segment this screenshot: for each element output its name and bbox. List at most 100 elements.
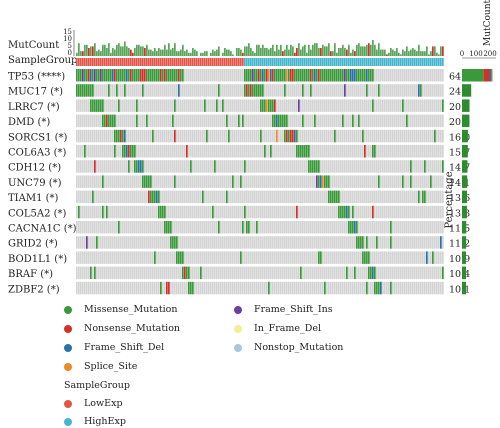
empty-cell [296,236,298,249]
empty-cell [220,236,222,249]
empty-cell [118,84,120,97]
empty-cell [268,84,270,97]
empty-cell [110,221,112,234]
empty-cell [376,251,378,264]
empty-cell [250,129,252,143]
empty-cell [160,175,162,188]
percentage-label: 11.2 [449,239,470,250]
empty-cell [254,145,256,158]
empty-cell [284,205,286,219]
empty-cell [198,99,200,112]
empty-cell [172,84,174,97]
empty-cell [128,221,130,234]
empty-cell [322,281,324,295]
empty-cell [224,129,226,143]
gene-label: COL6A3 (*) [8,148,67,159]
empty-cell [218,205,220,219]
empty-cell [352,190,354,204]
empty-cell [220,129,222,143]
mutcount-bar [128,48,130,56]
empty-cell [192,160,194,173]
mutcount-bar [422,51,424,56]
empty-cell [120,114,122,128]
empty-cell [104,84,106,97]
empty-cell [420,145,422,158]
empty-cell [268,114,270,128]
empty-cell [332,84,334,97]
mutation-cell [202,190,204,204]
empty-cell [180,129,182,143]
mutation-cell [390,221,392,234]
empty-cell [422,236,424,249]
samplegroup-cell [420,58,422,66]
empty-cell [316,281,318,295]
mutcount-bar [304,44,306,56]
empty-cell [424,205,426,219]
empty-cell [362,221,364,234]
empty-cell [380,190,382,204]
gene-label: COL5A2 (*) [8,208,67,219]
empty-cell [182,175,184,188]
empty-cell [82,145,84,158]
mutation-cell [296,205,298,219]
empty-cell [148,145,150,158]
mutcount-bar [328,43,330,56]
mutation-cell [344,205,346,219]
empty-cell [108,251,110,264]
empty-cell [160,190,162,204]
empty-cell [398,221,400,234]
empty-cell [220,99,222,112]
empty-cell [106,129,108,143]
empty-cell [98,114,100,128]
samplegroup-cell [400,58,402,66]
empty-cell [186,160,188,173]
empty-cell [350,99,352,112]
empty-cell [238,281,240,295]
empty-cell [224,251,226,264]
empty-cell [362,175,364,188]
empty-cell [192,175,194,188]
empty-cell [128,236,130,249]
empty-cell [170,266,172,280]
mutcount-bar [106,48,108,56]
empty-cell [340,190,342,204]
empty-cell [280,84,282,97]
mutation-cell [168,281,170,295]
empty-cell [258,221,260,234]
mutation-cell [246,221,248,234]
empty-cell [98,160,100,173]
empty-cell [304,266,306,280]
empty-cell [290,281,292,295]
empty-cell [370,281,372,295]
empty-cell [210,190,212,204]
empty-cell [106,281,108,295]
empty-cell [396,129,398,143]
mutation-cell [102,69,104,82]
empty-cell [264,160,266,173]
empty-cell [340,129,342,143]
empty-cell [92,236,94,249]
empty-cell [158,84,160,97]
empty-cell [136,251,138,264]
empty-cell [214,175,216,188]
mutation-cell [366,69,368,82]
samplegroup-cell [102,58,104,66]
empty-cell [130,251,132,264]
empty-cell [440,266,442,280]
empty-cell [420,160,422,173]
empty-cell [206,236,208,249]
mutation-cell [356,69,358,82]
empty-cell [102,221,104,234]
empty-cell [418,236,420,249]
empty-cell [320,266,322,280]
mutation-cell [118,99,120,112]
empty-cell [188,145,190,158]
empty-cell [362,84,364,97]
empty-cell [206,221,208,234]
mutcount-bar [204,51,206,56]
empty-cell [432,69,434,82]
empty-cell [308,221,310,234]
empty-cell [108,221,110,234]
empty-cell [312,114,314,128]
empty-cell [156,114,158,128]
